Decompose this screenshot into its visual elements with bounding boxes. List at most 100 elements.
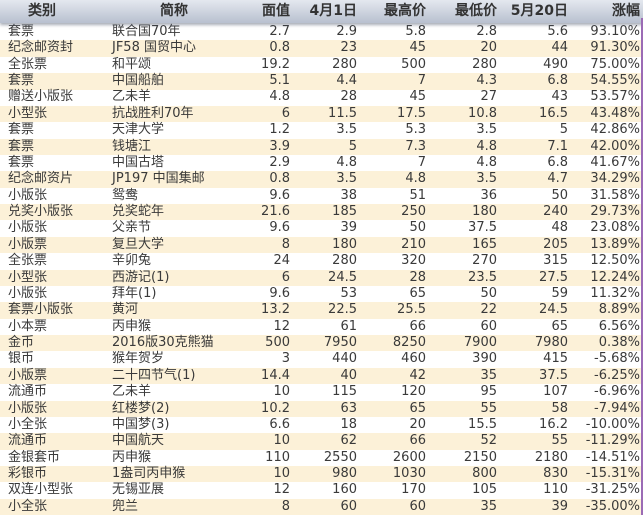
cell-change: -35.00%: [585, 498, 640, 514]
cell-face-value: 13.2: [261, 302, 290, 318]
cell-apr1: 18: [340, 416, 357, 432]
cell-low: 4.8: [476, 154, 497, 170]
cell-high: 1030: [392, 465, 426, 481]
cell-face-value: 4.8: [269, 89, 290, 105]
cell-high: 250: [401, 204, 426, 220]
cell-low: 3.5: [476, 171, 497, 187]
cell-category: 流通币: [8, 384, 48, 400]
cell-apr1: 980: [332, 465, 357, 481]
cell-apr1: 440: [332, 351, 357, 367]
cell-name: 兜兰: [112, 498, 139, 514]
cell-high: 7.3: [405, 138, 426, 154]
table-row: 兑奖小版张 兑奖蛇年 21.6 185 250 180 240 29.73%: [0, 204, 643, 221]
cell-name: 钱塘江: [112, 138, 152, 154]
cell-high: 7: [417, 154, 426, 170]
cell-low: 35: [480, 367, 497, 383]
table-row: 小版张 红楼梦(2) 10.2 63 65 55 58 -7.94%: [0, 400, 643, 417]
header-face-value: 面值: [262, 3, 290, 19]
cell-low: 105: [472, 482, 497, 498]
cell-change: 43.48%: [590, 105, 640, 121]
cell-face-value: 9.6: [269, 285, 290, 301]
cell-category: 套票: [8, 73, 35, 89]
cell-face-value: 110: [265, 449, 290, 465]
cell-face-value: 0.8: [269, 40, 290, 56]
cell-may20: 59: [551, 285, 568, 301]
table-row: 全张票 辛卯兔 24 280 320 270 315 12.50%: [0, 253, 643, 269]
cell-may20: 55: [551, 433, 568, 449]
cell-may20: 490: [543, 56, 568, 72]
cell-apr1: 280: [332, 253, 357, 269]
cell-may20: 44: [551, 40, 568, 56]
table-row: 小版票 二十四节气(1) 14.4 40 42 35 37.5 -6.25%: [0, 367, 643, 385]
cell-change: 13.89%: [590, 236, 640, 252]
table-row: 小全张 兜兰 8 60 60 35 39 -35.00%: [0, 498, 643, 515]
cell-name: 天津大学: [112, 122, 165, 138]
cell-high: 65: [409, 285, 426, 301]
cell-name: 父亲节: [112, 220, 152, 236]
cell-high: 7: [417, 73, 426, 89]
cell-low: 4.8: [476, 138, 497, 154]
cell-name: 复旦大学: [112, 236, 165, 252]
table-row: 全张票 和平颂 19.2 280 500 280 490 75.00%: [0, 57, 643, 73]
cell-category: 小型张: [8, 105, 48, 121]
header-low: 最低价: [455, 3, 497, 19]
table-row: 双连小型张 无锡亚展 12 160 170 105 110 -31.25%: [0, 482, 643, 498]
header-category: 类别: [28, 3, 56, 19]
cell-name: 抗战胜利70年: [112, 105, 194, 121]
cell-apr1: 2550: [323, 449, 357, 465]
cell-name: 兑奖蛇年: [112, 204, 165, 220]
cell-face-value: 5.1: [269, 73, 290, 89]
table-row: 套票 钱塘江 3.9 5 7.3 4.8 7.1 42.00%: [0, 138, 643, 155]
cell-high: 42: [409, 367, 426, 383]
cell-face-value: 21.6: [261, 204, 290, 220]
cell-low: 37.5: [468, 220, 497, 236]
cell-face-value: 2.7: [269, 24, 290, 39]
cell-category: 小型张: [8, 269, 48, 285]
table-row: 小版票 复旦大学 8 180 210 165 205 13.89%: [0, 236, 643, 254]
cell-apr1: 24.5: [328, 269, 357, 285]
cell-apr1: 28: [340, 89, 357, 105]
table-row: 小版张 父亲节 9.6 39 50 37.5 48 23.08%: [0, 220, 643, 236]
cell-change: -15.31%: [585, 465, 640, 481]
header-apr1: 4月1日: [309, 3, 357, 19]
cell-name: JP197 中国集邮: [112, 171, 205, 187]
cell-category: 金银套币: [8, 449, 61, 465]
cell-category: 套票: [8, 154, 35, 170]
cell-face-value: 6: [281, 105, 290, 121]
table-row: 流通币 乙未羊 10 115 120 95 107 -6.96%: [0, 384, 643, 400]
cell-change: 6.56%: [598, 318, 640, 334]
cell-may20: 37.5: [539, 367, 568, 383]
cell-category: 小版票: [8, 367, 48, 383]
cell-face-value: 8: [281, 236, 290, 252]
cell-high: 460: [401, 351, 426, 367]
cell-high: 4.8: [405, 171, 426, 187]
cell-face-value: 10: [273, 465, 290, 481]
table-row: 纪念邮资封 JF58 国贸中心 0.8 23 45 20 44 91.30%: [0, 40, 643, 57]
table-row: 流通币 中国航天 10 62 66 52 55 -11.29%: [0, 433, 643, 450]
cell-low: 10.8: [468, 105, 497, 121]
cell-low: 35: [480, 498, 497, 514]
cell-low: 52: [480, 433, 497, 449]
cell-category: 纪念邮资片: [8, 171, 74, 187]
cell-apr1: 4.4: [336, 73, 357, 89]
cell-apr1: 22.5: [328, 302, 357, 318]
cell-name: JF58 国贸中心: [112, 40, 196, 56]
cell-change: 12.50%: [590, 253, 640, 269]
cell-apr1: 62: [340, 433, 357, 449]
cell-may20: 5.6: [547, 24, 568, 39]
cell-face-value: 0.8: [269, 171, 290, 187]
cell-face-value: 6: [281, 269, 290, 285]
cell-change: 75.00%: [590, 56, 640, 72]
cell-change: 23.08%: [590, 220, 640, 236]
cell-name: 黄河: [112, 302, 139, 318]
cell-category: 小全张: [8, 416, 48, 432]
cell-may20: 107: [543, 384, 568, 400]
cell-name: 无锡亚展: [112, 482, 165, 498]
cell-face-value: 24: [273, 253, 290, 269]
cell-may20: 6.8: [547, 154, 568, 170]
cell-category: 彩银币: [8, 465, 48, 481]
cell-apr1: 60: [340, 498, 357, 514]
cell-category: 小版张: [8, 220, 48, 236]
cell-category: 小版张: [8, 187, 48, 203]
